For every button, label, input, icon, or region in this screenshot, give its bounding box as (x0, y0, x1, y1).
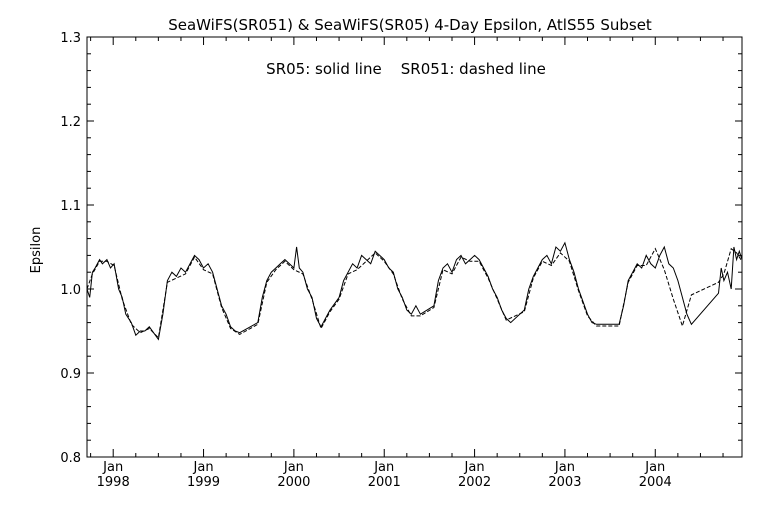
y-tick-label: 1.0 (60, 283, 81, 298)
x-tick-month-label: Jan (102, 460, 123, 475)
x-tick-month-label: Jan (283, 460, 304, 475)
x-tick-month-label: Jan (554, 460, 575, 475)
plot-frame (86, 36, 743, 458)
series-line-sr05 (86, 241, 743, 341)
y-tick-label: 0.8 (60, 451, 81, 466)
y-tick-label: 0.9 (60, 367, 81, 382)
x-tick-month-label: Jan (644, 460, 665, 475)
x-tick-year-label: 1999 (187, 475, 220, 490)
x-tick-year-label: 1998 (97, 475, 130, 490)
series-layer (86, 241, 743, 341)
y-tick-label: 1.3 (60, 31, 81, 46)
series-line-sr051 (86, 247, 743, 339)
y-axis-label: Epsilon (29, 227, 44, 274)
y-tick-label: 1.1 (60, 199, 81, 214)
x-tick-month-label: Jan (193, 460, 214, 475)
x-tick-year-label: 2004 (639, 475, 672, 490)
x-tick-month-label: Jan (464, 460, 485, 475)
x-axis-ticks: Jan1998Jan1999Jan2000Jan2001Jan2002Jan20… (90, 37, 724, 490)
legend-annotation: SR05: solid line SR051: dashed line (266, 60, 546, 78)
y-tick-label: 1.2 (60, 115, 81, 130)
y-axis-ticks: 0.8 0.9 1.0 1.1 1.2 1.3 (60, 31, 742, 466)
x-tick-year-label: 2000 (277, 475, 310, 490)
x-tick-year-label: 2002 (458, 475, 491, 490)
x-tick-year-label: 2001 (368, 475, 401, 490)
x-tick-year-label: 2003 (548, 475, 581, 490)
x-tick-month-label: Jan (373, 460, 394, 475)
chart-title: SeaWiFS(SR051) & SeaWiFS(SR05) 4-Day Eps… (168, 16, 652, 34)
